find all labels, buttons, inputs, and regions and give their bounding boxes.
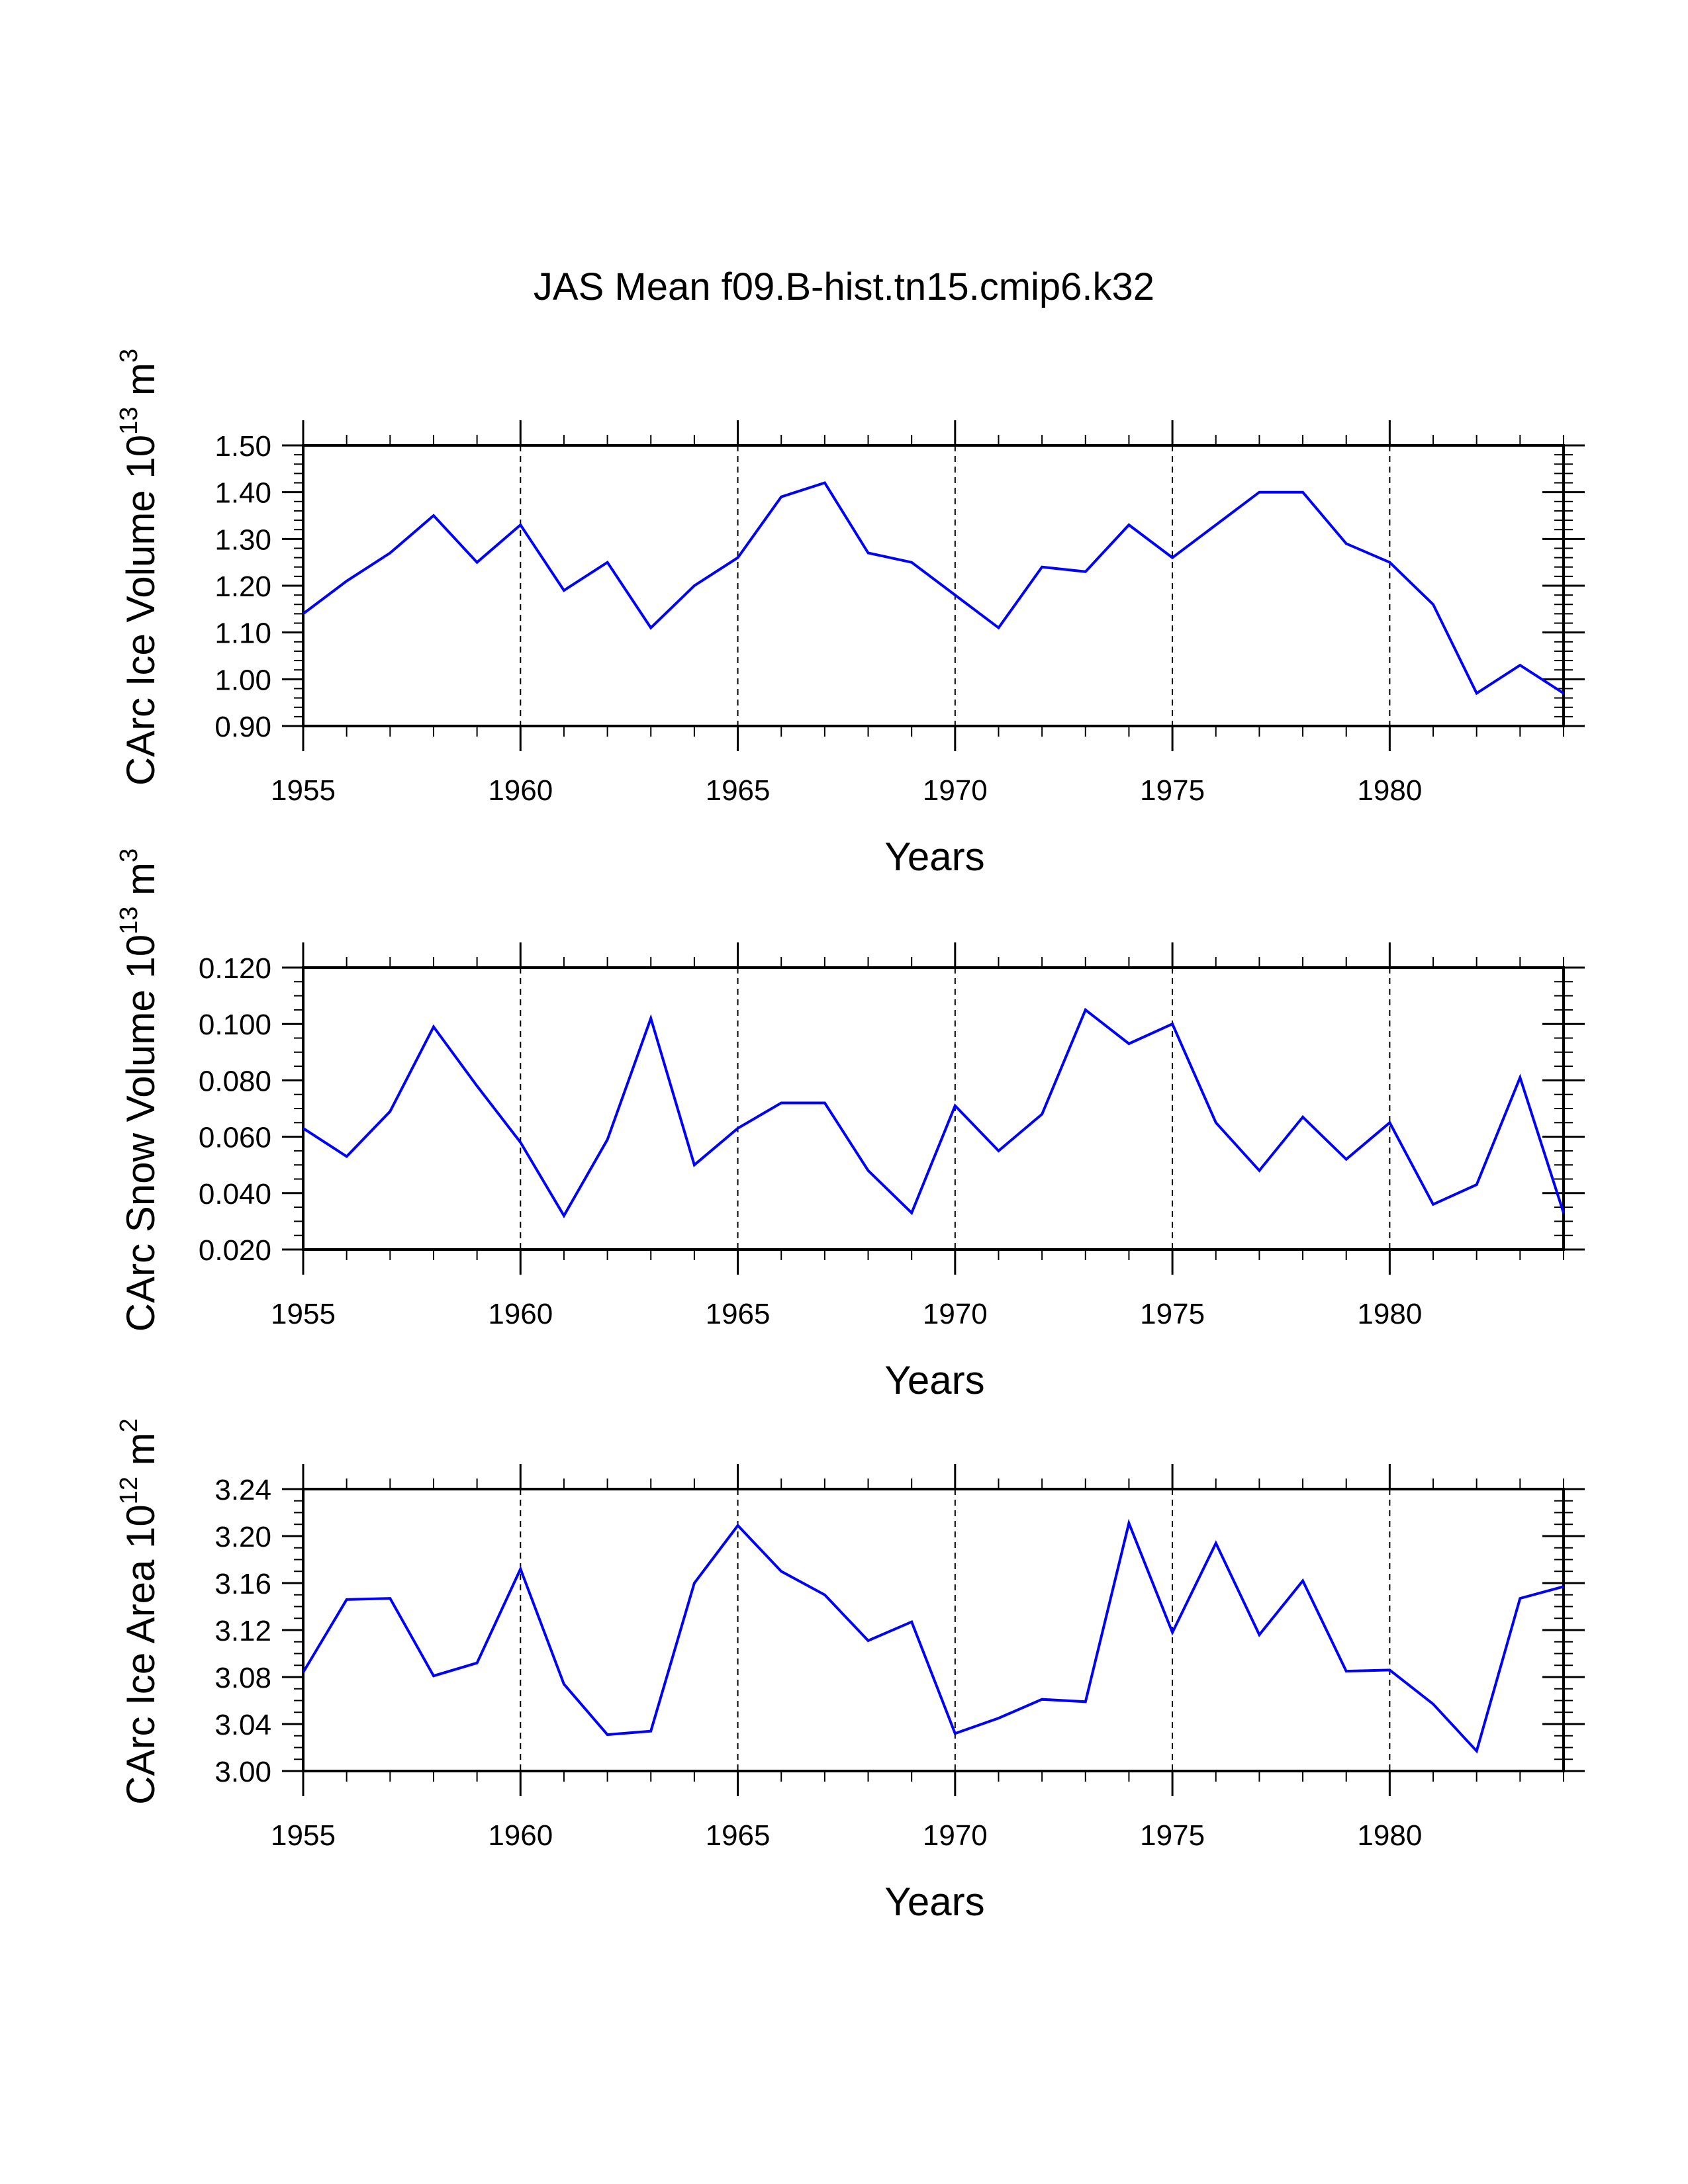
figure-title: JAS Mean f09.B-hist.tn15.cmip6.k32	[533, 265, 1155, 308]
x-tick-label: 1970	[923, 774, 988, 807]
y-tick-label: 1.00	[214, 664, 271, 696]
snow-volume-panel: 0.020 0.040 0.060 0.080 0.100 0.120 1955 1960 19…	[115, 848, 1585, 1402]
y-tick-label: 1.50	[214, 430, 271, 463]
x-axis-label: Years	[884, 1358, 984, 1402]
y-label-exponent: 13	[115, 407, 143, 435]
y-tick-label: 0.120	[199, 952, 271, 985]
y-tick-label: 3.08	[214, 1662, 271, 1694]
x-tick-label: 1960	[488, 774, 553, 807]
x-tick-label: 1975	[1140, 774, 1205, 807]
x-tick-label: 1955	[271, 1819, 336, 1852]
y-label-exponent: 13	[115, 907, 143, 934]
y-label-text: CArc Snow Volume 10	[118, 934, 163, 1332]
y-label-unit-exponent: 3	[115, 349, 143, 363]
x-tick-label: 1980	[1357, 1819, 1422, 1852]
x-tick-label: 1955	[271, 774, 336, 807]
y-tick-label: 0.90	[214, 711, 271, 743]
ice-area-series-line	[302, 1518, 1564, 1754]
x-tick-label: 1980	[1357, 1298, 1422, 1330]
y-label-text: CArc Ice Area 10	[118, 1504, 163, 1805]
x-tick-label: 1980	[1357, 774, 1422, 807]
y-tick-label: 3.00	[214, 1756, 271, 1788]
x-tick-label: 1960	[488, 1819, 553, 1852]
y-label-unit-exponent: 2	[115, 1418, 143, 1432]
x-tick-label: 1970	[923, 1819, 988, 1852]
y-tick-label: 1.20	[214, 570, 271, 603]
y-label-text: CArc Ice Volume 10	[118, 435, 163, 786]
y-tick-label: 3.04	[214, 1709, 271, 1741]
y-tick-label: 1.10	[214, 617, 271, 650]
y-tick-label: 3.20	[214, 1521, 271, 1553]
ice-area-frame	[302, 1488, 1565, 1772]
ice-area-panel: 3.00 3.04 3.08 3.12 3.16 3.20 3.24 1955 1960 1965…	[115, 1418, 1585, 1924]
y-tick-label: 3.12	[214, 1615, 271, 1647]
x-tick-label: 1975	[1140, 1298, 1205, 1330]
y-tick-label: 0.020	[199, 1234, 271, 1267]
y-tick-label: 3.16	[214, 1568, 271, 1600]
x-tick-label: 1960	[488, 1298, 553, 1330]
y-axis-label: CArc Ice Volume 1013 m3	[115, 349, 163, 786]
y-axis-label: CArc Snow Volume 1013 m3	[115, 848, 163, 1332]
y-tick-label: 0.100	[199, 1009, 271, 1041]
y-axis-label: CArc Ice Area 1012 m2	[115, 1418, 163, 1805]
y-tick-label: 3.24	[214, 1474, 271, 1506]
ice-volume-panel: 0.90 1.00 1.10 1.20 1.30 1.40 1.50 1955 1960 1965…	[115, 349, 1585, 879]
y-tick-label: 1.40	[214, 477, 271, 510]
y-tick-label: 0.060	[199, 1122, 271, 1154]
x-tick-label: 1965	[706, 774, 771, 807]
x-axis-label: Years	[884, 835, 984, 879]
x-tick-label: 1965	[706, 1819, 771, 1852]
y-label-unit: m	[118, 1432, 163, 1477]
x-tick-label: 1970	[923, 1298, 988, 1330]
y-label-unit-exponent: 3	[115, 848, 143, 862]
y-label-unit: m	[118, 862, 163, 907]
x-tick-label: 1955	[271, 1298, 336, 1330]
y-label-exponent: 12	[115, 1477, 143, 1504]
x-axis-label: Years	[884, 1880, 984, 1924]
x-tick-label: 1975	[1140, 1819, 1205, 1852]
y-tick-label: 0.040	[199, 1178, 271, 1210]
y-tick-label: 0.080	[199, 1065, 271, 1097]
x-tick-label: 1965	[706, 1298, 771, 1330]
ice-volume-series-line	[302, 481, 1565, 696]
ice-volume-frame	[302, 444, 1565, 727]
snow-volume-series-line	[302, 1007, 1565, 1218]
y-tick-label: 1.30	[214, 523, 271, 556]
y-label-unit: m	[118, 363, 163, 407]
snow-volume-frame	[302, 966, 1565, 1251]
